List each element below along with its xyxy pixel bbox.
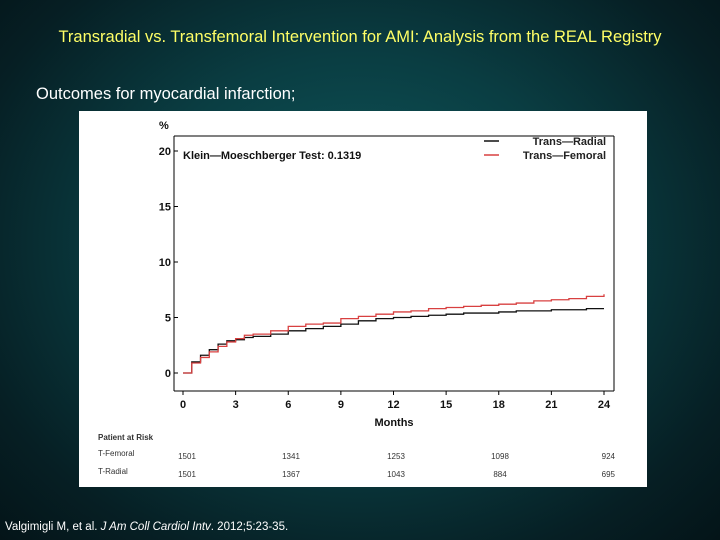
kaplan-meier-figure: % 0 5 10 15 20 0 3 6 9 12 15 18 21 24 Months Klein—M… (79, 111, 647, 487)
risk-cell: 884 (493, 470, 507, 479)
x-tick-label: 24 (598, 399, 611, 411)
chart-axes (173, 135, 615, 392)
citation-authors: Valgimigli M, et al. (5, 521, 101, 533)
risk-cell: 1253 (387, 452, 405, 461)
risk-cell: 924 (602, 452, 616, 461)
x-tick-label: 9 (338, 399, 344, 411)
risk-cell: 695 (602, 470, 616, 479)
legend-label: Trans—Radial (533, 136, 606, 148)
citation-details: . 2012;5:23-35. (210, 521, 289, 533)
y-tick-label: 20 (159, 146, 171, 158)
x-tick-label: 15 (440, 399, 452, 411)
kaplan-meier-chart: % 0 5 10 15 20 0 3 6 9 12 15 18 21 24 Months Klein—M… (98, 120, 616, 479)
y-tick-label: 0 (165, 368, 171, 380)
x-tick-label: 18 (493, 399, 505, 411)
y-tick-labels: 0 5 10 15 20 (159, 146, 178, 380)
chart-legend: Trans—Radial Trans—Femoral (484, 136, 606, 162)
risk-cell: 1043 (387, 470, 405, 479)
slide-subtitle: Outcomes for myocardial infarction; (36, 85, 296, 103)
risk-cell: 1501 (178, 470, 196, 479)
risk-cell: 1341 (282, 452, 300, 461)
x-tick-label: 21 (545, 399, 557, 411)
risk-cell: 1098 (491, 452, 509, 461)
y-tick-label: 5 (165, 313, 171, 325)
risk-table-title: Patient at Risk (98, 433, 154, 442)
y-tick-label: 15 (159, 202, 171, 214)
x-tick-label: 0 (180, 399, 186, 411)
series-line-trans-radial (183, 307, 604, 374)
patient-at-risk-table: Patient at Risk T-Femoral 1501 1341 1253 1098… (98, 433, 616, 479)
x-axis-label: Months (374, 417, 413, 429)
x-tick-label: 6 (285, 399, 291, 411)
citation: Valgimigli M, et al. J Am Coll Cardiol I… (5, 521, 288, 533)
x-tick-label: 12 (387, 399, 399, 411)
y-unit-label: % (159, 120, 169, 132)
series-lines (183, 294, 605, 374)
y-tick-label: 10 (159, 257, 171, 269)
risk-cell: 1367 (282, 470, 300, 479)
test-annotation: Klein—Moeschberger Test: 0.1319 (183, 150, 361, 162)
slide-title: Transradial vs. Transfemoral Interventio… (58, 28, 662, 46)
legend-label: Trans—Femoral (523, 150, 606, 162)
risk-cell: 1501 (178, 452, 196, 461)
x-tick-labels: 0 3 6 9 12 15 18 21 24 (180, 391, 611, 411)
risk-row-label: T-Femoral (98, 449, 135, 458)
citation-journal: J Am Coll Cardiol Intv (100, 521, 211, 533)
series-line-trans-femoral (183, 294, 605, 374)
risk-row-label: T-Radial (98, 467, 128, 476)
x-tick-label: 3 (233, 399, 239, 411)
